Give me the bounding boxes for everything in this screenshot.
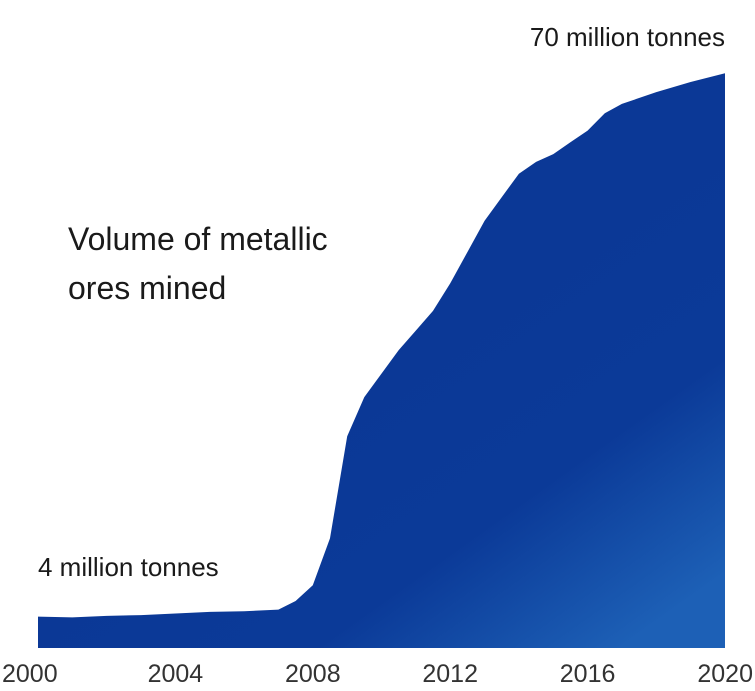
- x-tick-label-2000: 2000: [2, 660, 58, 688]
- x-tick-label-2008: 2008: [285, 660, 341, 688]
- x-tick-label-2016: 2016: [560, 660, 616, 688]
- end-value-annotation: 70 million tonnes: [530, 22, 725, 52]
- x-tick-label-2004: 2004: [148, 660, 204, 688]
- start-value-annotation: 4 million tonnes: [38, 552, 219, 582]
- series-label-line-1: Volume of metallic: [68, 221, 328, 257]
- series-label-line-2: ores mined: [68, 270, 226, 306]
- x-tick-label-2012: 2012: [422, 660, 478, 688]
- x-axis-tick-labels: 2000 2004 2008 2012 2016 2020: [2, 660, 753, 688]
- x-tick-label-2020: 2020: [697, 660, 753, 688]
- series-area: [38, 73, 725, 649]
